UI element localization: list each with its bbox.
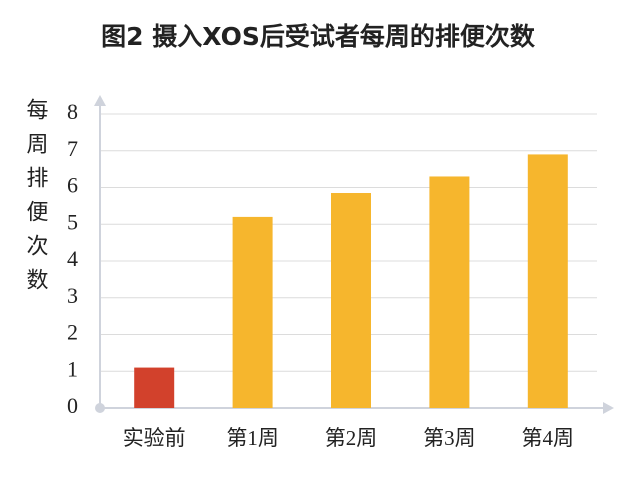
y-tick-label: 8 [67, 99, 78, 124]
y-tick-label: 3 [67, 283, 78, 308]
bar [134, 367, 175, 408]
y-tick-label: 0 [67, 393, 78, 418]
x-tick-label: 第1周 [226, 426, 279, 450]
bar [331, 193, 371, 408]
origin-dot [95, 403, 105, 413]
x-tick-label: 第2周 [325, 426, 378, 450]
bar [527, 154, 568, 408]
x-tick-label: 实验前 [123, 426, 186, 450]
bar [429, 176, 470, 408]
y-tick-label: 4 [67, 246, 78, 271]
x-tick-label: 第3周 [423, 426, 476, 450]
y-tick-label: 2 [67, 320, 78, 345]
y-tick-label: 1 [67, 356, 78, 381]
x-axis-arrow [603, 402, 614, 414]
y-tick-label: 5 [67, 209, 78, 234]
y-axis-arrow [94, 95, 106, 106]
y-tick-label: 7 [67, 136, 78, 161]
y-axis-label: 每周排便次数 [23, 98, 49, 302]
chart-title: 图2 摄入XOS后受试者每周的排便次数 [101, 22, 536, 51]
bar [232, 216, 273, 408]
y-tick-label: 6 [67, 173, 78, 198]
x-tick-label: 第4周 [522, 426, 575, 450]
